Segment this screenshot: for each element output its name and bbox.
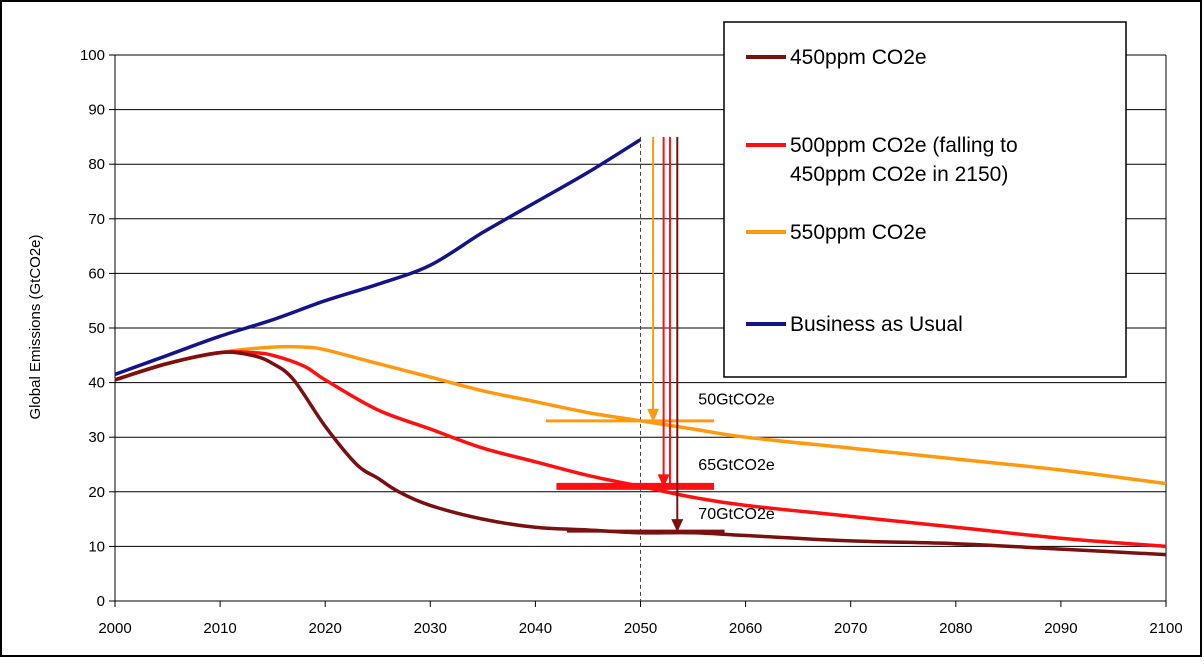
y-tick-label: 20	[88, 484, 105, 501]
x-tick-label: 2100	[1149, 620, 1182, 637]
y-tick-label: 30	[88, 429, 105, 446]
legend: 450ppm CO2e 500ppm CO2e (falling to 450ppm…	[723, 21, 1127, 378]
arrow-head	[657, 474, 670, 488]
legend-label: 450ppm CO2e	[790, 46, 927, 69]
series-line-500ppm	[114, 349, 1167, 549]
series-line-business	[114, 138, 642, 377]
arrow-head	[671, 519, 684, 533]
annotation-label: 65GtCO2e	[698, 457, 775, 474]
y-tick-label: 100	[80, 47, 105, 64]
legend-box	[723, 21, 1127, 378]
arrow-head	[647, 408, 660, 422]
y-tick-label: 80	[88, 156, 105, 173]
series-line-550ppm	[114, 344, 1167, 486]
y-tick-label: 70	[88, 211, 105, 228]
target-bars	[545, 419, 725, 533]
x-tick-labels: 2000 2010 2020 2030 2040 2050 2060 2070 2080 2090…	[98, 620, 1182, 637]
y-tick-label: 10	[88, 538, 105, 555]
annotations: 50GtCO2e 65GtCO2e 70GtCO2e	[698, 391, 775, 523]
annotation-label: 50GtCO2e	[698, 391, 775, 408]
x-tick-label: 2040	[519, 620, 552, 637]
annotation-label: 70GtCO2e	[698, 506, 775, 523]
y-tick-label: 60	[88, 265, 105, 282]
y-tick-label: 50	[88, 320, 105, 337]
x-tick-label: 2090	[1044, 620, 1077, 637]
series-lines	[114, 138, 1167, 557]
x-tick-label: 2060	[729, 620, 762, 637]
y-axis-label: Global Emissions (GtCO2e)	[27, 234, 44, 419]
arrows	[647, 136, 684, 533]
y-tick-labels: 0 10 20 30 40 50 60 70 80 90 100	[80, 47, 105, 610]
y-tick-label: 40	[88, 375, 105, 392]
x-tick-label: 2000	[98, 620, 131, 637]
x-tick-label: 2070	[834, 620, 867, 637]
x-tick-label: 2080	[939, 620, 972, 637]
legend-label: 500ppm CO2e (falling to	[790, 134, 1018, 157]
x-tick-label: 2050	[624, 620, 657, 637]
y-tick-label: 0	[97, 593, 105, 610]
legend-label: 550ppm CO2e	[790, 221, 927, 244]
legend-label: Business as Usual	[790, 313, 963, 336]
y-tick-label: 90	[88, 102, 105, 119]
x-tick-label: 2020	[309, 620, 342, 637]
x-tick-label: 2030	[414, 620, 447, 637]
x-tick-label: 2010	[203, 620, 236, 637]
legend-label: 450ppm CO2e in 2150)	[790, 163, 1008, 186]
series-line-450ppm	[114, 350, 1167, 557]
